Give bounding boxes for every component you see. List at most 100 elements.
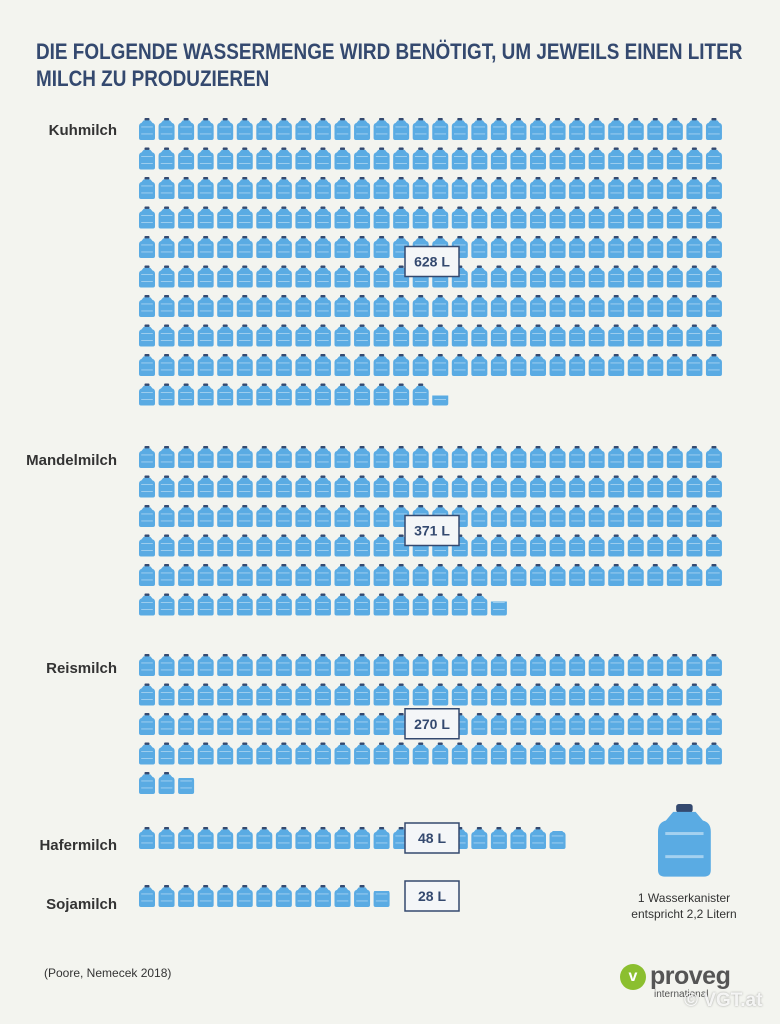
canister-kuhmilch xyxy=(608,236,625,258)
canister-mandelmilch xyxy=(158,475,175,498)
canister-kuhmilch xyxy=(334,147,351,170)
canister-mandelmilch xyxy=(334,564,351,586)
canister-kuhmilch xyxy=(647,118,664,140)
canister-reismilch xyxy=(158,683,175,706)
canister-mandelmilch xyxy=(647,534,664,557)
canister-mandelmilch xyxy=(608,446,625,468)
canister-mandelmilch xyxy=(510,505,527,527)
canister-kuhmilch xyxy=(158,206,175,229)
canister-kuhmilch xyxy=(588,236,605,258)
canister-reismilch xyxy=(490,742,507,765)
canister-kuhmilch xyxy=(705,147,722,170)
canister-mandelmilch xyxy=(432,475,449,498)
canister-kuhmilch xyxy=(354,118,371,140)
canister-mandelmilch xyxy=(373,505,390,527)
canister-kuhmilch xyxy=(354,354,371,376)
canister-kuhmilch xyxy=(510,295,527,317)
canister-kuhmilch xyxy=(412,206,429,229)
canister-reismilch xyxy=(158,654,175,676)
canister-kuhmilch xyxy=(471,236,488,258)
canister-kuhmilch xyxy=(530,147,546,170)
canister-reismilch xyxy=(490,654,507,676)
canister-kuhmilch xyxy=(295,206,312,229)
canister-kuhmilch xyxy=(530,206,546,229)
legend-line-1: 1 Wasserkanister xyxy=(638,891,730,905)
canister-mandelmilch xyxy=(314,475,331,498)
canister-kuhmilch xyxy=(275,265,292,288)
canister-kuhmilch xyxy=(314,354,331,376)
canister-kuhmilch xyxy=(178,383,195,406)
canister-mandelmilch xyxy=(256,534,273,557)
canister-mandelmilch xyxy=(314,534,331,557)
canister-kuhmilch xyxy=(314,324,331,347)
canister-kuhmilch xyxy=(705,265,722,288)
canister-reismilch xyxy=(217,713,234,735)
canister-mandelmilch xyxy=(608,534,625,557)
canister-hafermilch xyxy=(158,827,175,849)
canister-kuhmilch xyxy=(412,383,429,406)
canister-kuhmilch xyxy=(549,295,566,317)
canister-kuhmilch xyxy=(314,236,331,258)
canister-mandelmilch xyxy=(334,475,351,498)
canister-kuhmilch xyxy=(588,295,605,317)
canister-kuhmilch xyxy=(314,177,331,199)
category-label: Mandelmilch xyxy=(26,452,117,469)
canister-mandelmilch xyxy=(490,446,507,468)
canister-kuhmilch xyxy=(647,295,664,317)
canister-kuhmilch xyxy=(256,236,273,258)
value-label-text: 28 L xyxy=(418,888,446,904)
canister-mandelmilch xyxy=(510,564,527,586)
canister-kuhmilch xyxy=(510,206,527,229)
canister-mandelmilch xyxy=(236,475,253,498)
canister-mandelmilch xyxy=(627,564,644,586)
canister-hafermilch xyxy=(275,827,292,849)
canister-mandelmilch xyxy=(686,505,703,527)
canister-reismilch xyxy=(275,742,292,765)
canister-kuhmilch xyxy=(510,354,527,376)
canister-kuhmilch xyxy=(178,236,195,258)
canister-hafermilch xyxy=(373,827,390,849)
canister-mandelmilch xyxy=(490,564,507,586)
canister-reismilch xyxy=(549,683,566,706)
canister-kuhmilch xyxy=(647,236,664,258)
canister-reismilch xyxy=(705,654,722,676)
canister-reismilch xyxy=(139,742,155,765)
canister-kuhmilch xyxy=(236,147,253,170)
canister-kuhmilch xyxy=(139,118,155,140)
canister-mandelmilch xyxy=(295,505,312,527)
canister-reismilch xyxy=(314,683,331,706)
canister-hafermilch xyxy=(314,827,331,849)
canister-kuhmilch xyxy=(354,147,371,170)
canister-kuhmilch xyxy=(158,236,175,258)
value-label-text: 628 L xyxy=(414,254,450,270)
canister-reismilch xyxy=(471,654,488,676)
canister-mandelmilch xyxy=(217,446,234,468)
canister-mandelmilch xyxy=(451,593,468,616)
canister-mandelmilch xyxy=(256,593,273,616)
canister-kuhmilch xyxy=(608,118,625,140)
canister-partial xyxy=(178,778,195,794)
canister-kuhmilch xyxy=(666,118,683,140)
canister-kuhmilch xyxy=(608,147,625,170)
canister-kuhmilch xyxy=(569,118,586,140)
canister-reismilch xyxy=(178,683,195,706)
canister-kuhmilch xyxy=(510,147,527,170)
canister-kuhmilch xyxy=(451,177,468,199)
partial-canister xyxy=(490,601,507,616)
canister-kuhmilch xyxy=(139,147,155,170)
partial-canister xyxy=(373,891,390,907)
canister-reismilch xyxy=(412,654,429,676)
canister-mandelmilch xyxy=(705,505,722,527)
canister-kuhmilch xyxy=(178,147,195,170)
canister-kuhmilch xyxy=(217,118,234,140)
canister-kuhmilch xyxy=(490,265,507,288)
canister-mandelmilch xyxy=(178,446,195,468)
canister-reismilch xyxy=(314,654,331,676)
canister-mandelmilch xyxy=(530,446,546,468)
canister-kuhmilch xyxy=(256,383,273,406)
canister-kuhmilch xyxy=(256,206,273,229)
canister-kuhmilch xyxy=(686,324,703,347)
canister-hafermilch xyxy=(197,827,214,849)
canister-mandelmilch xyxy=(530,564,546,586)
canister-kuhmilch xyxy=(686,354,703,376)
